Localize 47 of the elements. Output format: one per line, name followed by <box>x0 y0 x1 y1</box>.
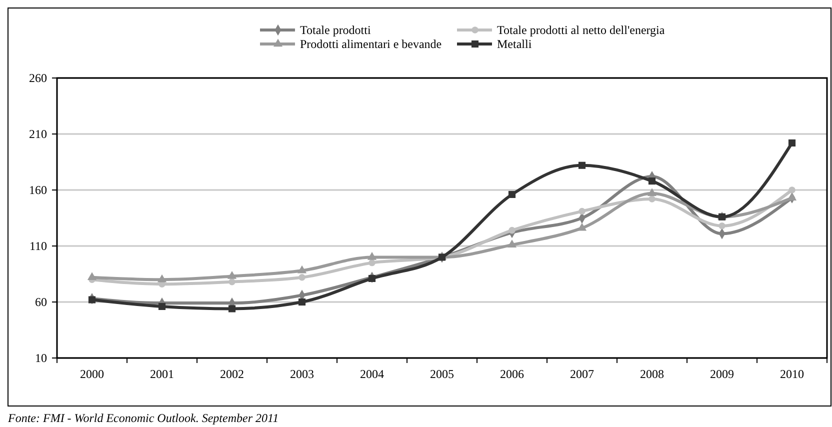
point <box>507 240 517 248</box>
point <box>508 226 516 234</box>
point <box>368 259 376 266</box>
x-tick-label: 2003 <box>290 367 314 381</box>
legend-label: Totale prodotti <box>300 23 372 37</box>
legend-label: Totale prodotti al netto dell'energia <box>497 23 666 37</box>
point <box>367 252 377 260</box>
y-tick-label: 60 <box>35 295 47 310</box>
point <box>508 190 516 198</box>
point <box>368 274 376 282</box>
y-tick-label: 110 <box>29 239 47 254</box>
point <box>578 208 586 215</box>
legend-label: Prodotti alimentari e bevande <box>300 37 442 51</box>
source-note: Fonte: FMI - World Economic Outlook. September 2011 <box>7 411 279 425</box>
point <box>578 162 586 169</box>
x-tick-label: 2004 <box>360 367 384 381</box>
y-tick-label: 10 <box>35 351 47 366</box>
x-tick-label: 2009 <box>710 367 734 381</box>
x-tick-label: 2007 <box>570 367 594 381</box>
x-tick-label: 2000 <box>80 367 104 381</box>
point <box>577 222 587 231</box>
x-tick-label: 2008 <box>640 367 664 381</box>
y-tick-label: 210 <box>29 127 47 142</box>
point <box>648 196 656 202</box>
x-tick-label: 2005 <box>430 367 454 381</box>
point <box>298 274 306 281</box>
point <box>718 222 726 230</box>
x-tick-label: 2006 <box>500 367 524 381</box>
point <box>648 178 656 185</box>
point <box>157 274 167 282</box>
point <box>228 305 236 312</box>
point <box>87 272 97 280</box>
x-tick-label: 2002 <box>220 367 244 381</box>
x-tick-label: 2001 <box>150 367 174 381</box>
legend-label: Metalli <box>497 37 532 51</box>
point <box>88 296 96 304</box>
y-tick-label: 160 <box>29 183 47 198</box>
y-tick-label: 260 <box>29 71 47 86</box>
point <box>228 278 236 286</box>
x-tick-label: 2010 <box>780 367 804 381</box>
point <box>788 139 796 146</box>
point <box>158 302 166 310</box>
point <box>647 188 657 196</box>
point <box>227 270 237 279</box>
point <box>788 186 796 194</box>
point <box>298 298 306 306</box>
point <box>297 265 307 274</box>
